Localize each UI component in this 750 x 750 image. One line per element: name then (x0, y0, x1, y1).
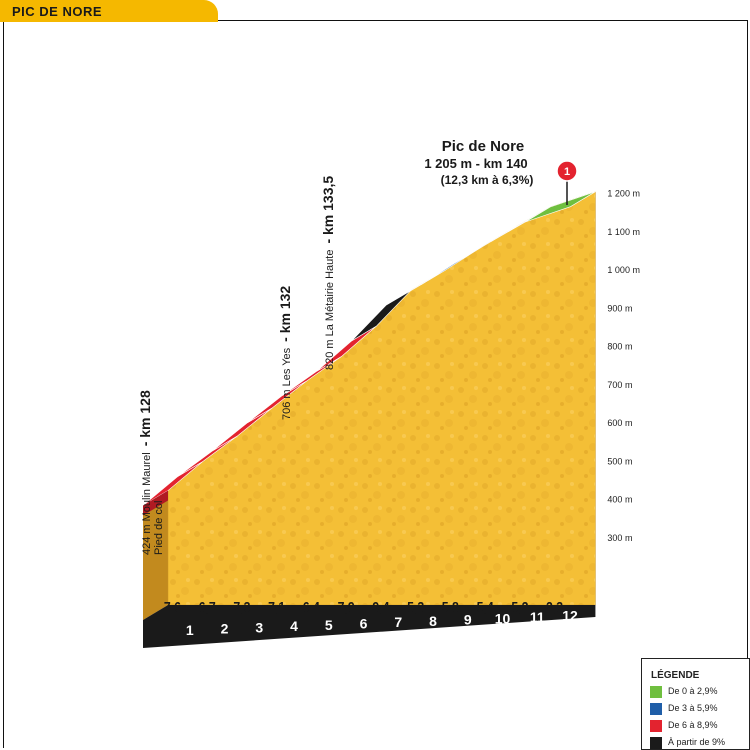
y-tick-label: 800 m (607, 342, 632, 352)
waypoint-name: 706 m Les Yes (281, 347, 293, 420)
x-tick-label: 9 (464, 612, 472, 628)
segment-gradient-label: 6,7 (199, 599, 216, 615)
y-tick-label: 400 m (607, 495, 632, 505)
km-baseline-band (143, 605, 596, 648)
waypoint-km: - km 132 (277, 286, 293, 342)
segment-gradient-label: 9,4 (372, 599, 389, 615)
segment-gradient-label: 7,9 (338, 599, 355, 615)
waypoint-label: 820 m La Métairie Haute - km 133,5 (320, 176, 336, 370)
profile-area (167, 191, 596, 606)
legend-swatch-red (650, 720, 662, 732)
legend-label: De 3 à 5,9% (668, 703, 718, 713)
summit-name: Pic de Nore (442, 138, 525, 155)
x-tick-label: 8 (429, 613, 437, 629)
x-tick-label: 12 (562, 608, 578, 624)
segment-gradient-label: 7,1 (268, 599, 285, 615)
ribbon-front-edge (143, 490, 168, 516)
x-tick-label: 11 (530, 609, 545, 625)
x-tick-label: 7 (394, 614, 402, 630)
legend-title: LÉGENDE (651, 670, 700, 681)
waypoint-subtitle: Pied de col (153, 501, 165, 555)
x-tick-label: 4 (290, 618, 298, 634)
legend-swatch-green (650, 686, 662, 698)
waypoint-name: 424 m Moulin Maurel (141, 452, 153, 555)
waypoint-km: - km 133,5 (320, 176, 336, 244)
segment-gradient-label: 5,4 (477, 599, 494, 615)
y-tick-label: 600 m (607, 418, 632, 428)
x-tick-label: 6 (360, 616, 368, 632)
x-tick-label: 2 (221, 621, 229, 637)
x-tick-label: 10 (495, 610, 511, 626)
profile-side-face (143, 490, 168, 620)
legend-swatch-blue (650, 703, 662, 715)
summit-stats: (12,3 km à 6,3%) (441, 173, 534, 187)
title-tab: PIC DE NORE (0, 0, 218, 22)
waypoint-label: 424 m Moulin Maurel - km 128 Pied de col (137, 390, 165, 555)
segment-gradient-label: 7,3 (233, 599, 250, 615)
waypoint-label: 706 m Les Yes - km 132 (277, 286, 293, 420)
legend-label: De 0 à 2,9% (668, 686, 718, 696)
y-tick-label: 900 m (607, 303, 632, 313)
waypoint-km: - km 128 (137, 390, 153, 446)
segment-gradient-label: 7,6 (164, 599, 181, 615)
legend-label: À partir de 9% (668, 737, 726, 747)
legend-swatch-black (650, 737, 662, 749)
x-tick-label: 1 (186, 622, 194, 638)
summit-category-number: 1 (564, 166, 570, 178)
chart-frame (3, 20, 748, 748)
waypoint-name: 820 m La Métairie Haute (324, 250, 336, 370)
legend-label: De 6 à 8,9% (668, 720, 718, 730)
page-title: PIC DE NORE (12, 4, 103, 19)
y-tick-label: 500 m (607, 456, 632, 466)
segment-gradient-label: 5,2 (511, 599, 528, 615)
segment-gradient-label: 2,3 (546, 599, 563, 615)
summit-detail: 1 205 m - km 140 (424, 156, 527, 171)
y-tick-label: 700 m (607, 380, 632, 390)
segment-gradient-label: 5,3 (407, 599, 424, 615)
x-tick-label: 5 (325, 617, 333, 633)
segment-gradient-label: 5,8 (442, 599, 459, 615)
y-tick-label: 1 100 m (607, 227, 640, 237)
y-tick-label: 300 m (607, 533, 632, 543)
gradient-ribbon (525, 191, 596, 223)
segment-gradient-label: 6,4 (303, 599, 320, 615)
summit-category-badge (556, 160, 578, 182)
y-tick-label: 1 200 m (607, 189, 640, 199)
y-tick-label: 1 000 m (607, 265, 640, 275)
legend: LÉGENDE De 0 à 2,9% De 3 à 5,9% De 6 à 8… (641, 658, 750, 750)
x-tick-label: 3 (255, 619, 263, 635)
